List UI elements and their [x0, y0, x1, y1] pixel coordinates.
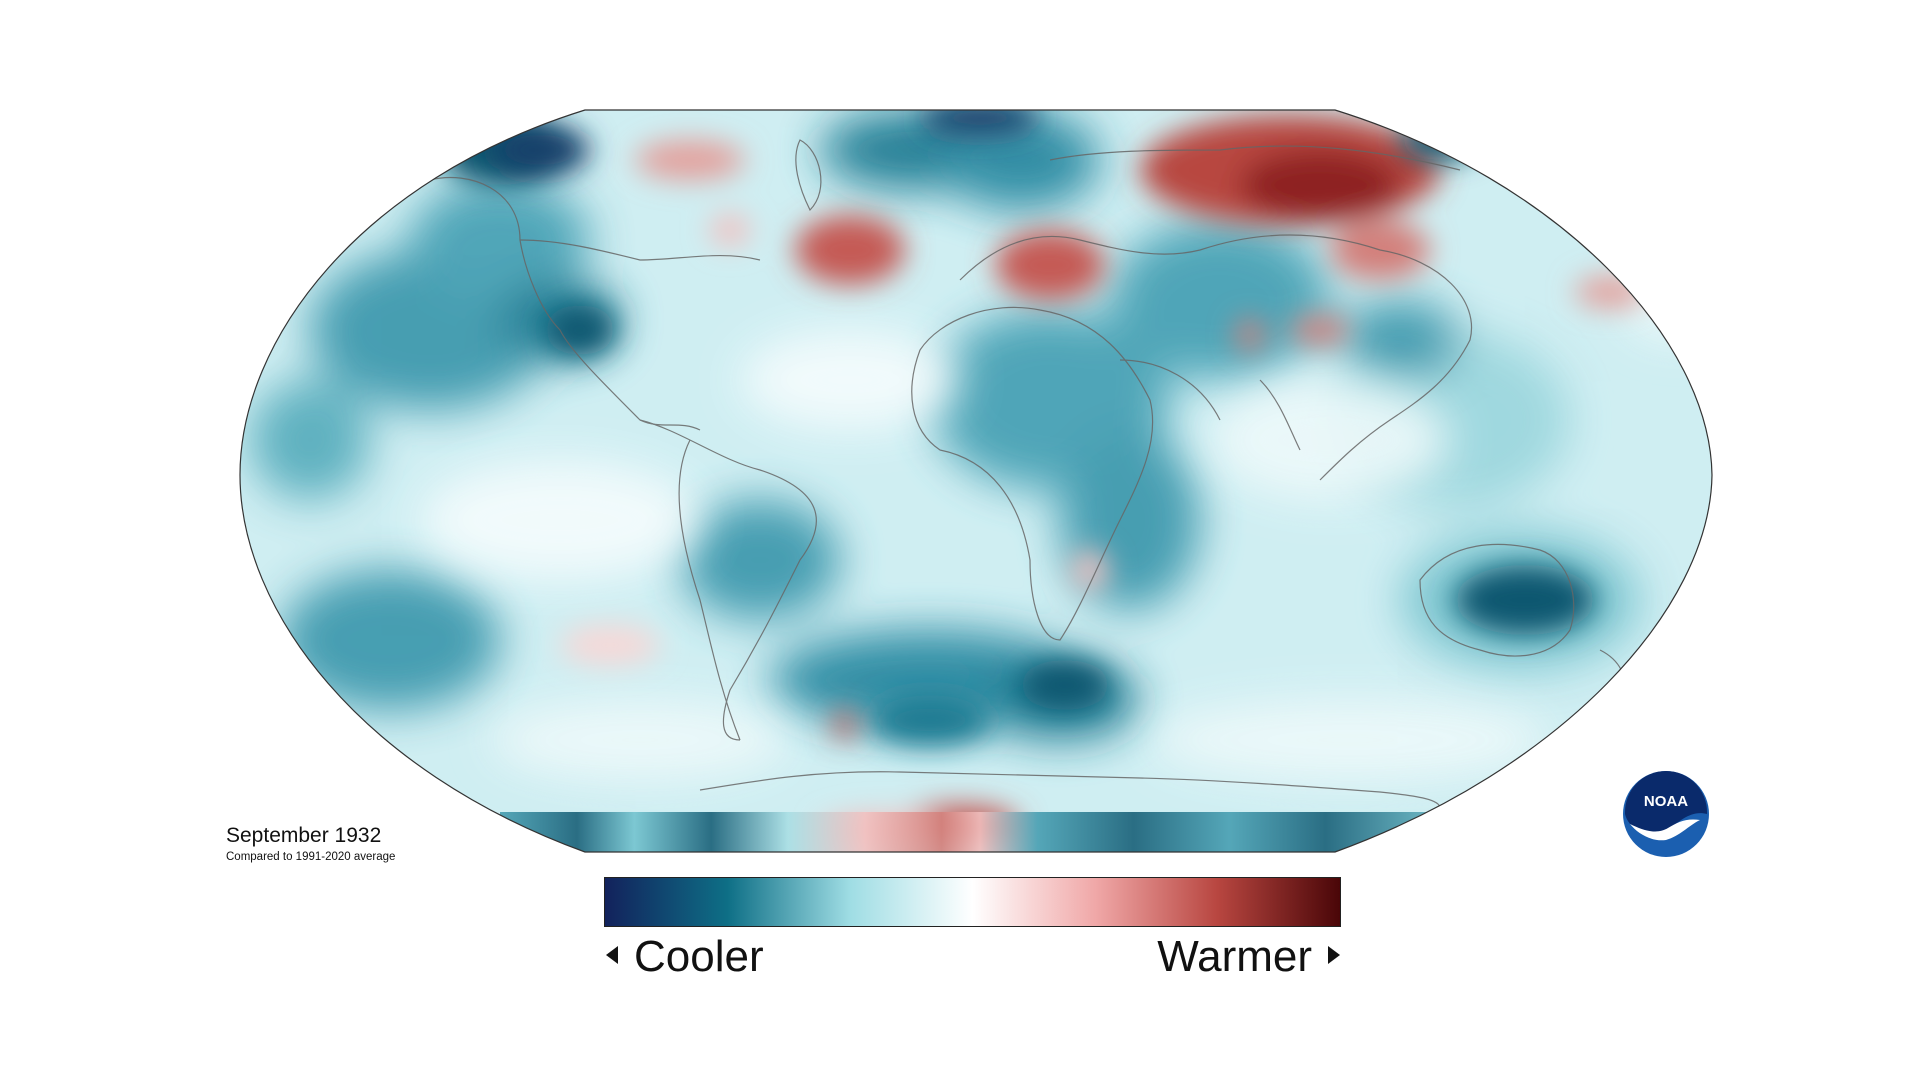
map-outline: [239, 109, 1713, 853]
noaa-logo-icon: NOAA: [1623, 771, 1709, 857]
anomaly-colorbar: [604, 877, 1341, 927]
map-baseline-subtitle: Compared to 1991-2020 average: [226, 851, 396, 863]
anomaly-field: [240, 110, 1712, 852]
right-arrow-icon: [1328, 946, 1340, 965]
legend-warmer-label: Warmer: [1157, 932, 1312, 981]
legend-cooler-label: Cooler: [634, 932, 764, 981]
coastlines: [429, 139, 1625, 809]
noaa-logo-text: NOAA: [1644, 793, 1688, 810]
legend-cooler: Cooler: [606, 932, 764, 982]
left-arrow-icon: [606, 946, 618, 965]
legend-warmer: Warmer: [1157, 932, 1340, 982]
map-date-title: September 1932: [226, 824, 382, 847]
